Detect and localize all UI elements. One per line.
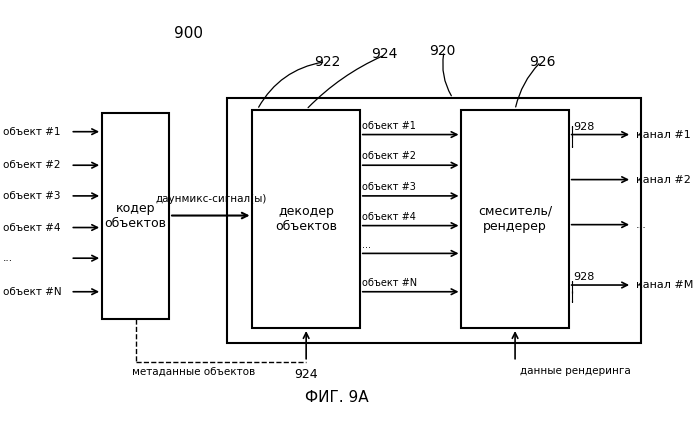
Text: объект #1: объект #1 bbox=[4, 127, 61, 137]
Text: канал #1: канал #1 bbox=[636, 129, 691, 139]
Text: 926: 926 bbox=[530, 55, 556, 69]
Text: объект #4: объект #4 bbox=[4, 223, 61, 233]
Text: данные рендеринга: данные рендеринга bbox=[520, 366, 631, 376]
Text: объект #N: объект #N bbox=[362, 278, 417, 288]
Text: 920: 920 bbox=[429, 43, 456, 58]
Bar bbox=[253, 110, 360, 328]
Text: 928: 928 bbox=[573, 272, 595, 282]
Text: кодер
объектов: кодер объектов bbox=[104, 201, 167, 229]
Text: ...: ... bbox=[362, 239, 371, 249]
Text: ...: ... bbox=[636, 220, 647, 229]
Text: объект #4: объект #4 bbox=[362, 212, 416, 222]
Text: смеситель/
рендерер: смеситель/ рендерер bbox=[478, 205, 552, 233]
Bar bbox=[461, 110, 568, 328]
Text: даунмикс-сигнал(ы): даунмикс-сигнал(ы) bbox=[155, 194, 267, 204]
Bar bbox=[102, 113, 169, 319]
Text: объект #3: объект #3 bbox=[4, 191, 61, 201]
Text: ФИГ. 9А: ФИГ. 9А bbox=[305, 390, 369, 405]
Text: 900: 900 bbox=[174, 26, 203, 41]
Text: 924: 924 bbox=[294, 368, 318, 381]
Text: объект #2: объект #2 bbox=[362, 152, 416, 162]
Text: декодер
объектов: декодер объектов bbox=[275, 205, 337, 233]
Text: ...: ... bbox=[4, 253, 13, 263]
Text: объект #N: объект #N bbox=[4, 287, 62, 297]
Text: 928: 928 bbox=[573, 122, 595, 132]
Text: объект #3: объект #3 bbox=[362, 182, 416, 192]
Bar bbox=[227, 98, 640, 343]
Text: 922: 922 bbox=[314, 55, 340, 69]
Text: метаданные объектов: метаданные объектов bbox=[132, 366, 256, 376]
Text: канал #М: канал #М bbox=[636, 280, 693, 290]
Text: канал #2: канал #2 bbox=[636, 174, 691, 184]
Text: объект #1: объект #1 bbox=[362, 121, 416, 131]
Text: объект #2: объект #2 bbox=[4, 160, 61, 170]
Text: 924: 924 bbox=[372, 47, 398, 61]
